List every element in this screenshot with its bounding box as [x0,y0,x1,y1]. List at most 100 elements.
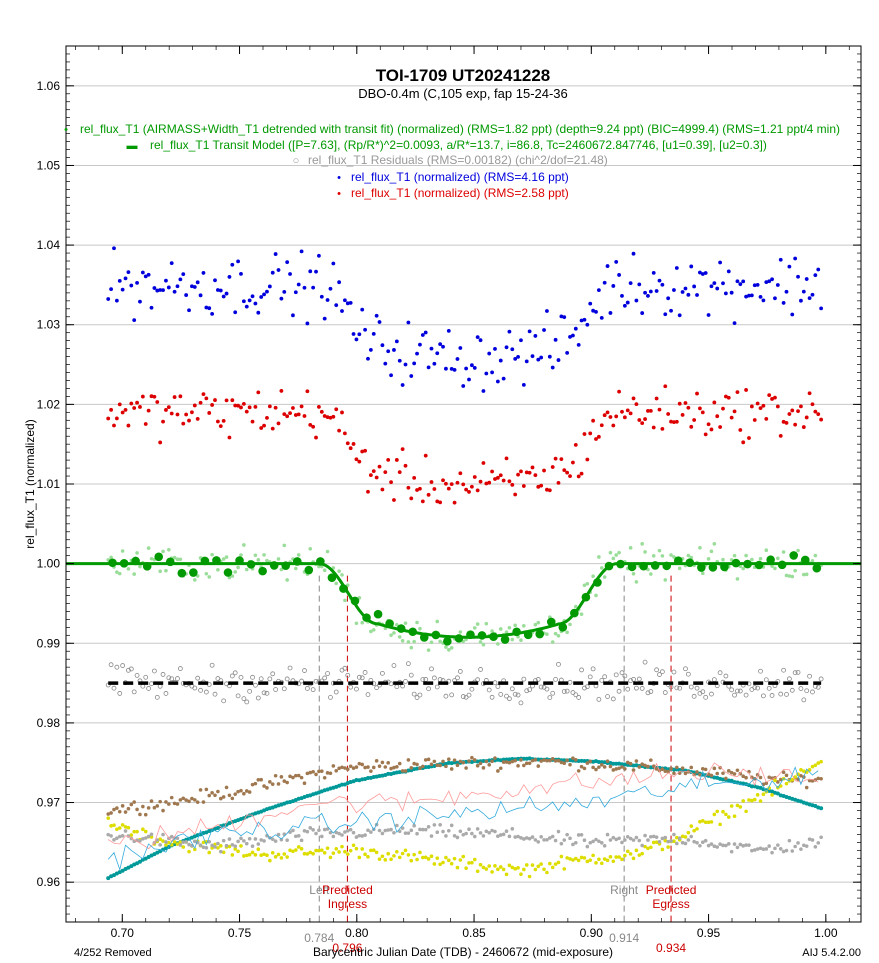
comparison-point [530,863,535,867]
comparison-point [449,861,454,866]
comparison-point [764,847,769,851]
comparison-point [579,832,584,837]
residual-point [755,685,761,691]
detrended-point [478,640,483,644]
flux-point [342,298,347,303]
detrended-point [709,549,714,554]
comparison-point [513,758,517,763]
residual-point [524,688,530,694]
comparison-point [458,858,463,862]
flux-point [192,403,197,408]
comparison-point [516,756,521,761]
comparison-point [262,852,266,857]
comparison-point [790,777,795,782]
comparison-point [334,768,339,773]
detrended-point [282,543,287,548]
comparison-point [446,858,451,863]
comparison-point [345,828,350,833]
flux-point [507,479,512,484]
residual-point [457,669,463,674]
comparison-point [585,859,590,864]
comparison-point [273,773,278,778]
transit-marker-value: 0.914 [609,931,639,945]
detrended-point [602,575,607,579]
flux-point [337,280,342,285]
comparison-point [524,836,529,840]
flux-point [342,431,347,436]
comparison-point [369,848,373,853]
residual-point [192,685,198,691]
flux-point [758,406,763,411]
comparison-point [409,858,414,863]
flux-point [530,465,535,470]
comparison-point [608,838,613,842]
flux-point [521,382,526,387]
detrended-point [770,564,774,568]
flux-point [262,423,266,428]
residual-point [634,685,639,691]
detrended-point [389,633,393,637]
flux-point [527,329,532,334]
flux-point [195,280,200,285]
comparison-point [412,761,416,766]
comparison-point [550,865,555,870]
flux-point [723,291,728,296]
flux-point [218,288,223,293]
comparison-point [597,765,601,769]
comparison-point [816,776,821,781]
flux-point [602,413,607,418]
comparison-point [406,758,411,762]
comparison-point [660,836,665,841]
flux-point [620,409,624,414]
residual-point [160,672,166,677]
comparison-point [475,759,480,764]
comparison-point [369,769,373,773]
comparison-point [631,768,636,772]
flux-point [602,280,607,285]
flux-point [438,500,443,505]
comparison-point [175,802,180,806]
comparison-point [239,788,243,793]
comparison-point [193,798,197,802]
detrended-point [146,546,151,550]
residual-point [362,670,368,675]
flux-point [807,391,812,396]
detrended-point [660,554,665,558]
detrended-point [643,550,647,554]
flux-point [458,471,463,476]
flux-point [472,475,477,479]
comparison-point [588,759,593,764]
comparison-point [449,767,454,771]
comparison-point [400,826,405,830]
residual-point [512,691,518,697]
flux-point [386,349,391,354]
comparison-point [227,793,232,798]
residual-point [645,690,651,696]
flux-point [328,286,333,291]
comparison-point [510,827,515,831]
flux-point [594,309,598,314]
detrended-point [585,581,590,586]
residual-point [388,681,394,687]
comparison-point [475,827,480,831]
residual-point [146,686,152,691]
flux-point [493,477,497,481]
comparison-point [611,859,616,864]
detrended-point [764,548,769,553]
comparison-point [366,854,370,859]
flux-point [371,469,376,474]
residual-point [752,685,758,690]
comparison-point [207,839,212,844]
comparison-point [354,765,359,769]
detrended-point [484,621,489,626]
residual-point [521,676,527,682]
comparison-point [331,851,336,855]
axis-ticks: 0.960.970.980.991.001.011.021.031.041.05… [37,45,861,940]
comparison-point [784,781,789,786]
detrended-point [790,574,795,579]
residual-point [619,670,625,676]
comparison-point [648,765,653,770]
detrended-point [221,557,226,561]
comparison-point [132,800,136,804]
flux-point [663,384,668,389]
